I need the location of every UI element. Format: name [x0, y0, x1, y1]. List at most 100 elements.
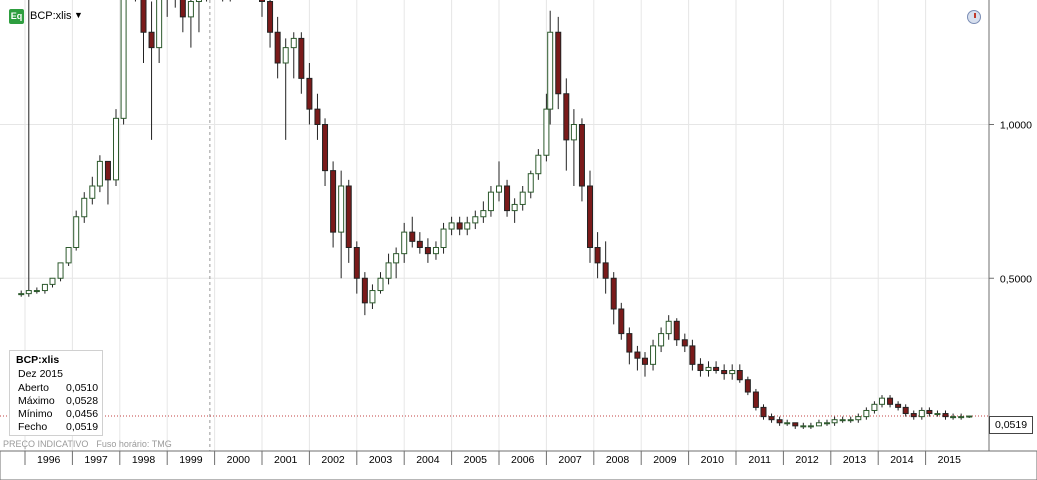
candle[interactable] [902, 404, 909, 417]
candle[interactable] [195, 0, 202, 33]
candle[interactable] [752, 388, 759, 411]
candle[interactable] [563, 78, 570, 171]
clock-icon[interactable] [967, 10, 981, 24]
candle[interactable] [543, 93, 550, 162]
candle[interactable] [267, 0, 274, 48]
candle[interactable] [113, 109, 120, 186]
candle[interactable] [673, 318, 680, 346]
candle[interactable] [705, 361, 712, 377]
candle[interactable] [369, 284, 376, 309]
candle[interactable] [641, 352, 648, 377]
candle[interactable] [792, 422, 799, 429]
candle[interactable] [385, 253, 392, 285]
candle[interactable] [487, 186, 494, 217]
candle[interactable] [519, 186, 526, 211]
candle[interactable] [689, 339, 696, 371]
candle[interactable] [41, 283, 48, 294]
candle[interactable] [165, 0, 170, 17]
ticker-selector[interactable]: BCP:xlis [30, 10, 72, 22]
candle[interactable] [416, 232, 423, 254]
candle[interactable] [555, 16, 562, 110]
candle[interactable] [424, 238, 431, 263]
candle[interactable] [926, 407, 933, 417]
candle[interactable] [377, 272, 384, 294]
candle[interactable] [535, 149, 542, 180]
candle[interactable] [432, 241, 439, 260]
candle[interactable] [736, 364, 743, 383]
candle[interactable] [942, 410, 949, 420]
candle[interactable] [187, 0, 194, 48]
candle[interactable] [768, 413, 775, 423]
candle[interactable] [401, 222, 408, 263]
candle[interactable] [73, 210, 80, 251]
candle[interactable] [448, 216, 455, 236]
candle[interactable] [464, 216, 471, 236]
candle[interactable] [602, 241, 609, 294]
candle[interactable] [148, 1, 155, 140]
candle[interactable] [910, 410, 917, 420]
candle[interactable] [887, 395, 894, 408]
candle[interactable] [409, 216, 416, 248]
candle[interactable] [96, 155, 103, 193]
candle[interactable] [570, 109, 577, 186]
candle[interactable] [228, 0, 233, 2]
candle[interactable] [290, 32, 297, 79]
candle[interactable] [626, 327, 633, 365]
candle[interactable] [338, 170, 345, 279]
candle[interactable] [784, 419, 791, 426]
candle[interactable] [353, 241, 360, 294]
candle[interactable] [950, 413, 957, 420]
candle[interactable] [681, 333, 688, 353]
candle[interactable] [173, 0, 178, 8]
candle[interactable] [658, 327, 665, 353]
candle[interactable] [25, 0, 32, 297]
candle[interactable] [65, 247, 72, 266]
candle[interactable] [33, 287, 40, 294]
candle[interactable] [393, 247, 400, 279]
candle[interactable] [855, 413, 862, 423]
candle[interactable] [480, 201, 487, 223]
candle[interactable] [807, 422, 814, 429]
candle[interactable] [824, 419, 831, 426]
candle[interactable] [89, 176, 96, 205]
candle[interactable] [133, 0, 138, 2]
candle[interactable] [697, 358, 704, 377]
candle[interactable] [776, 416, 783, 426]
candle[interactable] [274, 16, 281, 79]
candle[interactable] [871, 401, 878, 414]
candle[interactable] [81, 192, 88, 223]
candle[interactable] [650, 339, 657, 371]
candle[interactable] [298, 32, 305, 94]
candle[interactable] [220, 0, 225, 2]
candle[interactable] [634, 345, 641, 371]
candle[interactable] [204, 0, 209, 2]
candle[interactable] [665, 315, 672, 340]
candle[interactable] [314, 93, 321, 140]
candle[interactable] [958, 413, 965, 420]
candle[interactable] [610, 272, 617, 325]
candle[interactable] [527, 170, 534, 199]
candle[interactable] [18, 290, 25, 297]
candle[interactable] [800, 422, 807, 429]
candle[interactable] [547, 10, 554, 125]
candle[interactable] [587, 170, 594, 263]
candle[interactable] [839, 416, 846, 423]
candle[interactable] [847, 416, 854, 423]
candle[interactable] [815, 419, 822, 427]
candle[interactable] [179, 0, 186, 33]
candle[interactable] [934, 410, 941, 417]
candle[interactable] [140, 0, 147, 63]
candle[interactable] [511, 198, 518, 223]
candle[interactable] [345, 179, 352, 263]
candle[interactable] [721, 364, 728, 380]
candle[interactable] [966, 415, 973, 418]
candle[interactable] [330, 161, 337, 248]
candle[interactable] [504, 179, 511, 217]
candle[interactable] [440, 222, 447, 254]
candle[interactable] [156, 0, 163, 63]
candle[interactable] [918, 407, 925, 420]
candle[interactable] [104, 160, 111, 205]
candle[interactable] [322, 118, 329, 186]
candle[interactable] [259, 0, 265, 17]
candle[interactable] [744, 376, 751, 396]
